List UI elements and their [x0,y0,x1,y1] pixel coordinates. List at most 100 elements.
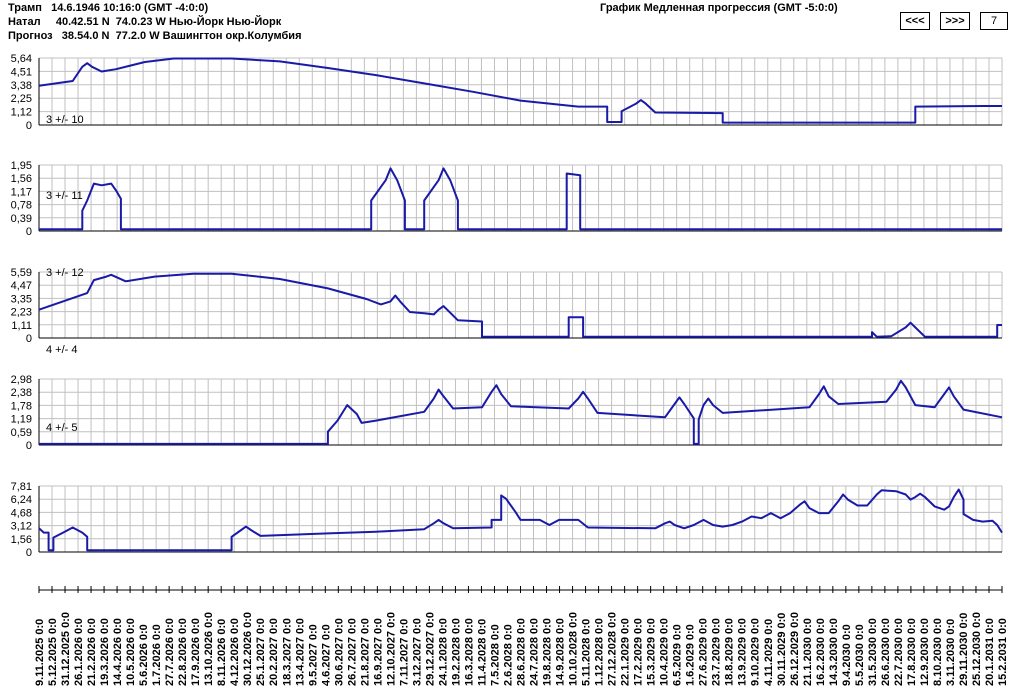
panel-annotation: 3 +/- 11 [46,190,83,202]
date-tick-label: 9.5.2027 0:0 [307,624,319,686]
series-line [38,57,1002,124]
date-tick-label: 21.8.2027 0:0 [359,618,371,686]
date-tick-label: 13.10.2026 0:0 [203,612,215,686]
date-tick-label: 17.9.2026 0:0 [190,618,202,686]
date-tick-label: 7.5.2028 0:0 [489,624,501,686]
chart-subject-line: Трамп 14.6.1946 10:16:0 (GMT -4:0:0) [8,2,209,14]
date-tick-label: 26.7.2027 0:0 [346,618,358,686]
date-tick-label: 17.8.2030 0:0 [906,618,918,686]
date-tick-label: 19.2.2028 0:0 [450,618,462,686]
date-tick-label: 9.11.2025 0:0 [34,619,46,686]
date-tick-label: 23.7.2029 0:0 [711,618,723,686]
date-tick-label: 30.11.2029 0:0 [776,613,788,686]
y-tick-label: 1,78 [11,400,32,412]
y-tick-label: 2,38 [11,387,32,399]
y-tick-label: 5,59 [11,267,32,279]
y-tick-label: 3,35 [11,293,32,305]
date-tick-label: 20.2.2027 0:0 [268,618,280,686]
date-tick-label: 8.10.2030 0:0 [932,618,944,686]
y-tick-label: 0,78 [11,200,32,212]
date-tick-label: 11.4.2028 0:0 [476,619,488,686]
date-tick-label: 30.6.2027 0:0 [333,618,345,686]
date-tick-label: 31.5.2030 0:0 [867,618,879,686]
panel-annotation: 3 +/- 12 [46,267,84,279]
date-tick-label: 27.12.2028 0:0 [607,612,619,686]
date-tick-label: 29.12.2027 0:0 [424,612,436,686]
date-tick-label: 4.12.2026 0:0 [229,618,241,686]
y-tick-label: 3,38 [11,80,32,92]
date-tick-label: 16.3.2028 0:0 [463,618,475,686]
date-tick-label: 29.11.2030 0:0 [958,613,970,686]
series-line [38,272,1002,338]
y-tick-label: 0 [26,547,32,559]
y-tick-label: 1,56 [11,173,32,185]
date-tick-label: 19.8.2028 0:0 [542,618,554,686]
next-page-button[interactable]: >>> [940,12,970,30]
y-tick-label: 0 [26,333,32,345]
y-tick-label: 1,11 [11,320,32,332]
date-tick-label: 18.8.2029 0:0 [724,618,736,686]
y-tick-label: 1,56 [11,534,32,546]
date-tick-label: 20.1.2031 0:0 [984,618,996,686]
date-tick-label: 8.11.2026 0:0 [216,619,228,686]
y-tick-label: 2,98 [11,374,32,386]
date-tick-label: 30.12.2026 0:0 [242,612,254,686]
natal-location-line: Натал 40.42.51 N 74.0.23 W Нью-Йорк Нью-… [8,16,282,28]
y-tick-label: 2,25 [11,93,32,105]
date-tick-label: 22.7.2030 0:0 [893,618,905,686]
date-tick-label: 17.2.2029 0:0 [633,618,645,686]
date-tick-label: 22.1.2029 0:0 [620,618,632,686]
date-tick-label: 27.7.2026 0:0 [164,618,176,686]
date-tick-label: 26.6.2030 0:0 [880,618,892,686]
y-tick-label: 5,64 [11,53,32,65]
prev-page-button[interactable]: <<< [900,12,930,30]
series-line [39,379,1003,445]
date-tick-label: 9.10.2029 0:0 [750,618,762,686]
panel-annotation: 4 +/- 4 [46,344,78,356]
date-tick-label: 2.6.2028 0:0 [502,624,514,686]
date-tick-label: 31.12.2025 0:0 [60,612,72,686]
date-tick-label: 9.4.2030 0:0 [841,624,853,686]
date-tick-label: 26.12.2029 0:0 [789,612,801,686]
date-tick-label: 10.4.2029 0:0 [659,618,671,686]
panel-annotation: 4 +/- 5 [46,422,78,434]
date-tick-label: 26.1.2026 0:0 [73,618,85,686]
y-tick-label: 1,17 [11,186,32,198]
date-tick-label: 15.2.2031 0:0 [997,618,1009,686]
date-tick-label: 25.12.2030 0:0 [971,612,983,686]
date-tick-label: 27.6.2029 0:0 [698,618,710,686]
date-tick-label: 24.1.2028 0:0 [437,618,449,686]
date-tick-label: 16.9.2027 0:0 [372,618,384,686]
y-tick-label: 4,47 [11,280,32,292]
y-tick-label: 4,68 [11,507,32,519]
date-tick-label: 5.11.2028 0:0 [581,619,593,686]
date-tick-label: 1.12.2028 0:0 [594,618,606,686]
date-tick-label: 22.8.2026 0:0 [177,618,189,686]
date-tick-label: 4.6.2027 0:0 [320,624,332,686]
y-tick-label: 3,12 [11,521,32,533]
date-tick-label: 19.3.2026 0:0 [99,618,111,686]
forecast-location-line: Прогноз 38.54.0 N 77.2.0 W Вашингтон окр… [8,30,302,42]
date-tick-label: 13.4.2027 0:0 [294,618,306,686]
panel-annotation: 3 +/- 10 [46,114,84,126]
y-tick-label: 0 [26,120,32,132]
date-tick-label: 6.5.2029 0:0 [672,624,684,686]
date-tick-label: 18.3.2027 0:0 [281,618,293,686]
date-tick-label: 14.4.2026 0:0 [112,618,124,686]
y-tick-label: 0,59 [11,427,32,439]
date-tick-label: 5.5.2030 0:0 [854,624,866,686]
date-tick-label: 1.6.2029 0:0 [685,624,697,686]
y-tick-label: 1,95 [11,160,32,172]
date-tick-label: 13.9.2029 0:0 [737,618,749,686]
date-tick-label: 3.11.2030 0:0 [945,619,957,686]
date-tick-label: 15.3.2029 0:0 [646,618,658,686]
page-number-field[interactable]: 7 [980,12,1008,30]
chart-title: График Медленная прогрессия (GMT -5:0:0) [600,2,838,14]
date-tick-label: 1.7.2026 0:0 [151,624,163,686]
date-tick-label: 14.9.2028 0:0 [555,618,567,686]
y-tick-label: 1,19 [11,414,32,426]
y-tick-label: 0 [26,440,32,452]
date-tick-label: 24.7.2028 0:0 [529,618,541,686]
y-tick-label: 0,39 [11,213,32,225]
